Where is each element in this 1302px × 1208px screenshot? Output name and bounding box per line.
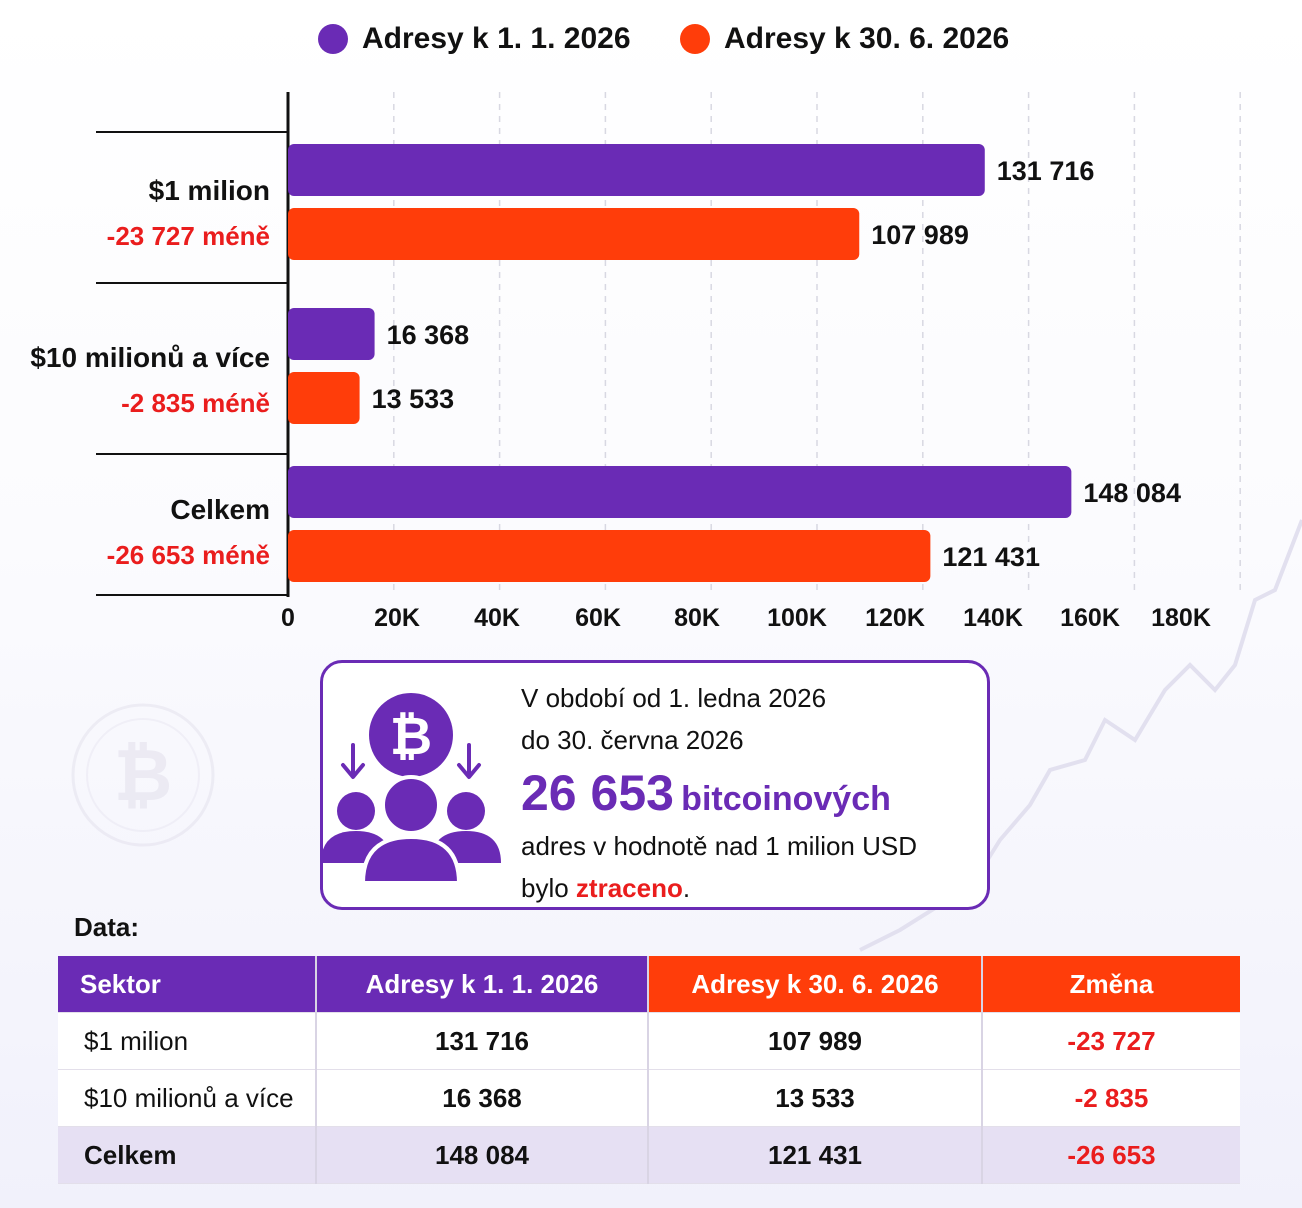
- bar-value-label: 16 368: [387, 320, 470, 350]
- table-row: $10 milionů a více 16 368 13 533 -2 835: [58, 1069, 1240, 1127]
- x-tick-label: 0: [281, 604, 295, 632]
- category-change-total: -26 653 méně: [106, 540, 270, 570]
- x-tick-label: 180K: [1151, 604, 1211, 632]
- table-cell-jun: 107 989: [648, 1012, 983, 1070]
- bar-value-label: 13 533: [372, 384, 455, 414]
- table-row-total: Celkem 148 084 121 431 -26 653: [58, 1126, 1240, 1184]
- x-tick-label: 60K: [575, 604, 621, 632]
- info-line-5-suffix: .: [682, 873, 691, 903]
- bar-jun: [288, 530, 931, 582]
- info-line-3: 26 653 bitcoinových: [521, 761, 917, 825]
- legend-swatch-orange: [680, 24, 710, 54]
- table-cell-jun: 13 533: [648, 1069, 983, 1127]
- bar-jan: [288, 144, 985, 196]
- info-line-5: bylo ztraceno.: [521, 867, 917, 909]
- table-cell-sector: Celkem: [58, 1126, 317, 1184]
- x-tick-label: 40K: [474, 604, 520, 632]
- bar-jun: [288, 208, 860, 260]
- table-header-jun: Adresy k 30. 6. 2026: [648, 956, 983, 1013]
- info-line-5-highlight: ztraceno: [575, 873, 683, 903]
- info-line-4: adres v hodnotě nad 1 milion USD: [521, 831, 918, 861]
- category-label-10m: $10 milionů a více -2 835 méně: [30, 342, 270, 419]
- category-name-1m: $1 milion: [148, 175, 270, 206]
- legend-label-jan: Adresy k 1. 1. 2026: [362, 22, 631, 55]
- table-header-change: Změna: [982, 956, 1240, 1013]
- data-table: Sektor Adresy k 1. 1. 2026 Adresy k 30. …: [58, 956, 1240, 1184]
- legend-item-jun: Adresy k 30. 6. 2026: [680, 22, 1009, 56]
- table-cell-change: -23 727: [982, 1012, 1240, 1070]
- table-cell-jan: 131 716: [316, 1012, 649, 1070]
- x-tick-label: 100K: [767, 604, 827, 632]
- category-change-10m: -2 835 méně: [121, 388, 270, 418]
- chart-legend: Adresy k 1. 1. 2026 Adresy k 30. 6. 2026: [0, 22, 1302, 66]
- data-table-label: Data:: [74, 912, 140, 942]
- info-big-number: 26 653: [521, 765, 674, 821]
- category-label-1m: $1 milion -23 727 méně: [107, 175, 270, 252]
- x-tick-label: 80K: [674, 604, 720, 632]
- info-line-5-prefix: bylo: [521, 873, 576, 903]
- bitcoin-watermark-icon: ₿: [71, 703, 215, 847]
- bar-jan: [288, 308, 375, 360]
- bitcoin-users-icon: ₿: [323, 693, 501, 885]
- info-line-2: do 30. června 2026: [521, 725, 744, 755]
- legend-label-jun: Adresy k 30. 6. 2026: [724, 22, 1010, 55]
- x-tick-label: 20K: [374, 604, 420, 632]
- table-cell-jun: 121 431: [648, 1126, 983, 1184]
- bar-value-label: 107 989: [871, 220, 969, 250]
- info-line-1: V období od 1. ledna 2026: [521, 683, 827, 713]
- bar-value-label: 121 431: [942, 542, 1040, 572]
- table-cell-sector: $1 milion: [58, 1012, 317, 1070]
- table-cell-change: -26 653: [982, 1126, 1240, 1184]
- table-header-row: Sektor Adresy k 1. 1. 2026 Adresy k 30. …: [58, 956, 1240, 1013]
- table-header-jan: Adresy k 1. 1. 2026: [316, 956, 649, 1013]
- bar-jan: [288, 466, 1072, 518]
- legend-swatch-purple: [318, 24, 348, 54]
- svg-text:₿: ₿: [390, 708, 432, 766]
- info-box: ₿ V období od 1. ledna 2026 do 30. červn…: [320, 660, 990, 910]
- bar-value-label: 131 716: [997, 156, 1095, 186]
- bar-value-label: 148 084: [1083, 478, 1181, 508]
- table-cell-jan: 16 368: [316, 1069, 649, 1127]
- category-name-total: Celkem: [170, 494, 270, 525]
- category-label-total: Celkem -26 653 méně: [107, 494, 270, 571]
- info-text: V období od 1. ledna 2026 do 30. června …: [521, 677, 917, 909]
- x-tick-label: 160K: [1060, 604, 1120, 632]
- table-row: $1 milion 131 716 107 989 -23 727: [58, 1012, 1240, 1070]
- table-cell-sector: $10 milionů a více: [58, 1069, 317, 1127]
- bar-chart: 0 20K 40K 60K 80K 100K 120K 140K 160K 180K 131 716…: [96, 92, 1241, 632]
- legend-item-jan: Adresy k 1. 1. 2026: [318, 22, 631, 56]
- table-header-sector: Sektor: [58, 956, 317, 1013]
- info-big-word: bitcoinových: [681, 780, 891, 818]
- table-cell-jan: 148 084: [316, 1126, 649, 1184]
- table-cell-change: -2 835: [982, 1069, 1240, 1127]
- x-tick-label: 120K: [865, 604, 925, 632]
- svg-text:₿: ₿: [114, 736, 173, 816]
- bar-jun: [288, 372, 360, 424]
- x-tick-label: 140K: [963, 604, 1023, 632]
- category-change-1m: -23 727 méně: [106, 221, 270, 251]
- category-name-10m: $10 milionů a více: [30, 342, 270, 373]
